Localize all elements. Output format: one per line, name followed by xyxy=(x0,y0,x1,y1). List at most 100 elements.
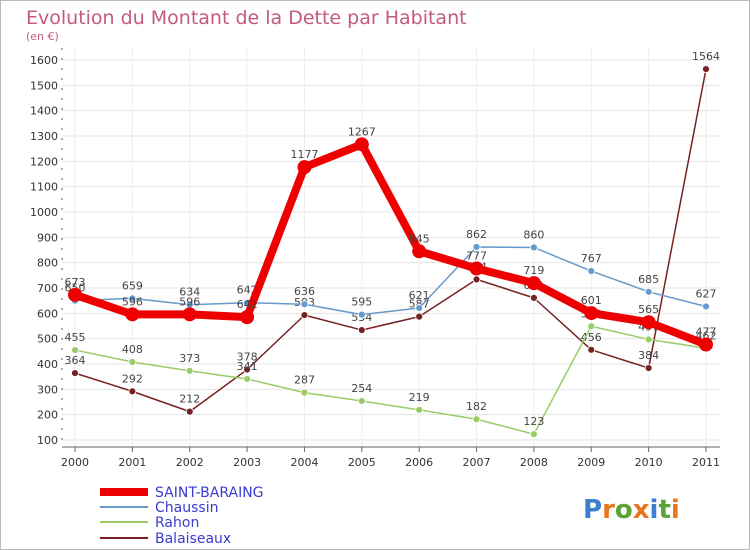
y-tick-label: 900 xyxy=(37,231,58,244)
data-point xyxy=(472,243,481,251)
data-label: 777 xyxy=(466,249,487,262)
data-point xyxy=(357,397,366,405)
data-point xyxy=(125,307,140,322)
data-label: 384 xyxy=(638,349,659,362)
data-label: 596 xyxy=(179,295,200,308)
series-saint-baraing: 673 596 596 642 1177 1267 845 777 719 601 565 477 xyxy=(65,125,717,352)
data-label: 287 xyxy=(294,374,315,387)
data-label: 627 xyxy=(696,287,717,300)
y-tick-label: 1200 xyxy=(30,155,58,168)
data-point xyxy=(243,375,251,383)
data-label: 378 xyxy=(237,351,258,364)
legend-label: Rahon xyxy=(155,515,199,531)
data-point xyxy=(357,326,366,334)
data-point xyxy=(71,369,79,378)
data-label: 719 xyxy=(523,264,544,277)
series-line xyxy=(74,325,707,435)
data-point xyxy=(412,244,427,259)
x-tick-label: 2000 xyxy=(61,456,89,469)
data-point xyxy=(472,415,481,424)
y-tick-label: 100 xyxy=(37,434,58,447)
data-label: 659 xyxy=(122,279,143,292)
y-tick-label: 1100 xyxy=(30,181,58,194)
x-tick-label: 2009 xyxy=(577,456,605,469)
data-point xyxy=(641,315,656,330)
data-point xyxy=(415,304,424,312)
data-label: 1564 xyxy=(692,50,720,63)
data-point xyxy=(530,243,538,252)
data-point xyxy=(644,364,653,372)
brand-logo: Proxiti xyxy=(583,495,680,525)
y-tick-label: 1500 xyxy=(30,79,58,92)
data-label: 673 xyxy=(65,276,86,289)
x-tick-label: 2011 xyxy=(692,456,720,469)
data-point xyxy=(530,430,538,439)
data-label: 860 xyxy=(523,228,544,241)
data-point xyxy=(526,276,541,291)
data-label: 408 xyxy=(122,343,143,356)
legend-label: Chaussin xyxy=(155,500,218,516)
data-point xyxy=(699,337,713,352)
data-point xyxy=(584,306,599,321)
data-point xyxy=(300,311,309,320)
data-label: 601 xyxy=(581,294,602,307)
data-point xyxy=(300,300,309,309)
data-point xyxy=(472,275,481,284)
data-point xyxy=(182,307,197,322)
data-point xyxy=(644,335,653,344)
data-point xyxy=(587,322,596,331)
y-tick-label: 800 xyxy=(37,257,58,270)
data-point xyxy=(240,310,255,325)
data-label: 634 xyxy=(179,286,200,299)
data-point xyxy=(71,346,79,354)
data-point xyxy=(128,358,137,366)
y-tick-label: 1400 xyxy=(30,105,58,118)
data-label: 219 xyxy=(409,391,430,404)
x-tick-label: 2002 xyxy=(176,456,204,469)
data-label: 1267 xyxy=(348,125,376,138)
chart-subtitle: (en €) xyxy=(26,30,59,43)
data-label: 123 xyxy=(523,415,544,428)
x-tick-label: 2004 xyxy=(290,456,318,469)
y-tick-label: 600 xyxy=(37,307,58,320)
data-label: 767 xyxy=(581,252,602,265)
data-point xyxy=(354,137,369,152)
x-tick-label: 2005 xyxy=(348,456,376,469)
series-line xyxy=(74,246,707,316)
y-tick-label: 1300 xyxy=(30,130,58,143)
x-tick-label: 2003 xyxy=(233,456,261,469)
data-label: 341 xyxy=(237,360,258,373)
series-chaussin: 650659634642636595621862860767685627 xyxy=(65,228,717,319)
y-tick-label: 400 xyxy=(37,358,58,371)
data-label: 212 xyxy=(179,393,200,406)
data-point xyxy=(68,287,82,302)
data-label: 1177 xyxy=(290,148,318,161)
data-point xyxy=(469,261,484,276)
series-line xyxy=(74,68,707,413)
data-label: 685 xyxy=(638,273,659,286)
data-label: 477 xyxy=(696,325,717,338)
data-point xyxy=(415,312,424,321)
x-tick-label: 2001 xyxy=(118,456,146,469)
data-point xyxy=(587,267,596,275)
data-label: 862 xyxy=(466,228,487,241)
data-point xyxy=(128,387,137,396)
data-label: 595 xyxy=(351,296,372,309)
data-label: 456 xyxy=(581,331,602,344)
data-point xyxy=(530,293,538,302)
y-tick-label: 300 xyxy=(37,383,58,396)
data-label: 292 xyxy=(122,372,143,385)
data-point xyxy=(415,405,424,414)
brand-text: Proxiti xyxy=(583,495,680,525)
data-point xyxy=(587,345,596,354)
series-line xyxy=(73,140,708,349)
data-point xyxy=(357,310,366,319)
legend-label: SAINT-BARAING xyxy=(155,485,264,501)
data-label: 182 xyxy=(466,400,487,413)
data-label: 364 xyxy=(65,354,86,367)
data-label: 455 xyxy=(65,331,86,344)
data-point xyxy=(702,65,710,74)
y-tick-label: 500 xyxy=(37,333,58,346)
x-tick-label: 2007 xyxy=(463,456,491,469)
